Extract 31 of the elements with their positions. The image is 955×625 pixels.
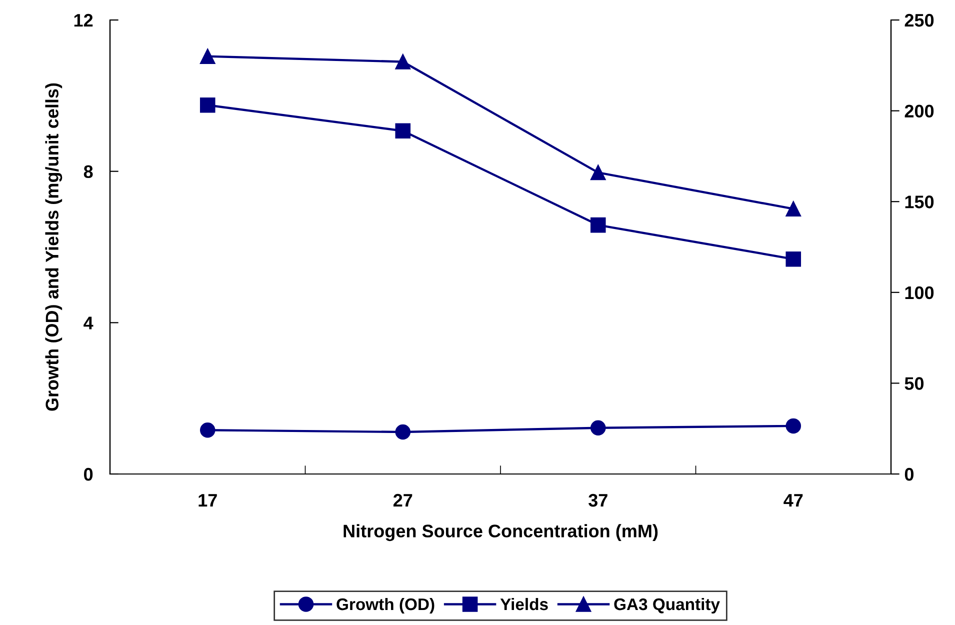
point — [200, 48, 216, 64]
y2-tick-label: 0 — [904, 468, 914, 481]
point — [200, 422, 216, 438]
x-tick-label: 47 — [784, 494, 803, 507]
y-tick-label: 4 — [84, 316, 94, 330]
point — [590, 217, 606, 233]
legend-label: GA3 Quantity — [614, 598, 720, 614]
y-axis-title: Growth (OD) and Yields (mg/unit cells) — [45, 83, 62, 411]
y-tick-label: 12 — [74, 14, 93, 27]
y-tick-label: 8 — [84, 165, 93, 178]
point — [786, 251, 802, 267]
y2-tick-label: 200 — [904, 104, 934, 118]
x-tick-label: 37 — [588, 494, 608, 507]
legend-label: Growth (OD) — [336, 598, 434, 614]
point — [395, 424, 411, 440]
point — [200, 97, 216, 113]
point — [395, 54, 411, 70]
y-tick-label: 0 — [84, 468, 93, 481]
x-tick-label: 17 — [198, 494, 217, 507]
legend-label: Yields — [500, 598, 548, 610]
y2-tick-label: 150 — [905, 196, 934, 208]
point — [590, 420, 606, 436]
point — [786, 201, 802, 217]
y2-tick-label: 100 — [905, 286, 934, 300]
point — [590, 164, 606, 180]
x-axis-title: Nitrogen Source Concentration (mM) — [344, 524, 658, 542]
y2-tick-label: 250 — [904, 14, 934, 27]
x-tick-label: 27 — [393, 494, 412, 507]
y2-tick-label: 50 — [904, 377, 924, 390]
point — [786, 418, 802, 434]
point — [395, 123, 411, 138]
